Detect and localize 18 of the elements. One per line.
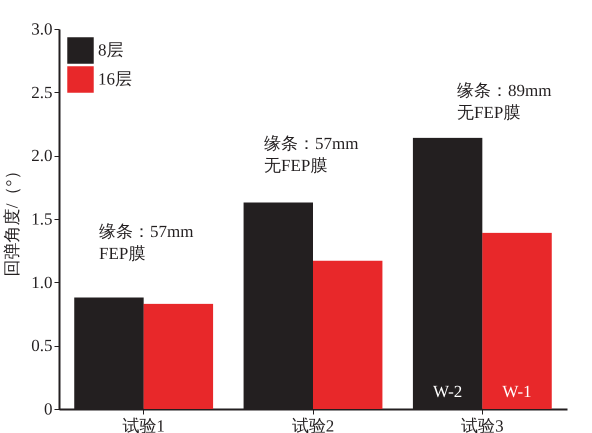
- bar: [313, 260, 382, 409]
- data-label: W-2: [432, 382, 462, 401]
- y-axis-title: 回弹角度/（°）: [2, 162, 22, 276]
- legend-label: 8层: [98, 40, 124, 60]
- annotation: 缘条：57mm 无FEP膜: [264, 134, 358, 175]
- annotation: 缘条：57mm FEP膜: [99, 222, 194, 263]
- annotation: 缘条：89mm 无FEP膜: [457, 81, 552, 122]
- bar: [482, 232, 552, 409]
- y-tick-label: 1.5: [31, 210, 52, 228]
- y-tick-label: 1.0: [31, 272, 52, 292]
- bar: [144, 304, 214, 409]
- y-tick-label: 2.0: [31, 146, 52, 166]
- data-label: W-1: [502, 382, 532, 401]
- y-tick-label: 0.5: [31, 336, 52, 356]
- y-tick-label: 3.0: [31, 20, 52, 38]
- legend-label: 16层: [98, 70, 132, 88]
- y-tick-label: 0: [44, 400, 52, 418]
- y-tick-label: 2.5: [31, 82, 52, 102]
